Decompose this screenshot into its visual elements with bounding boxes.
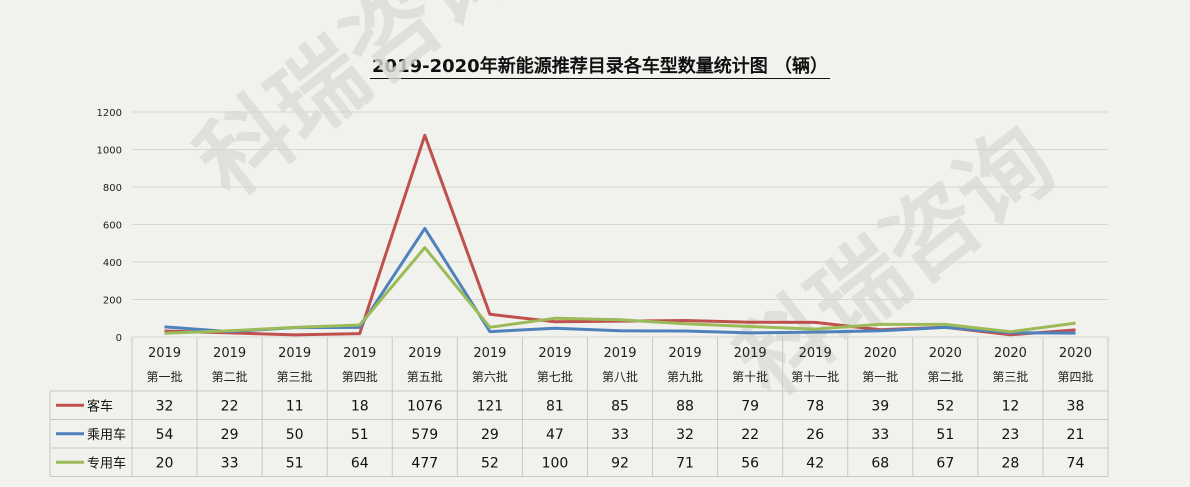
series-line [164,246,1076,335]
x-tick-batch: 第十一批 [791,369,839,384]
table-cell-value: 33 [611,427,629,443]
table-cell-value: 39 [871,398,889,414]
x-tick-batch: 第四批 [342,369,378,384]
table-cell-value: 121 [476,398,503,414]
series-lines [164,133,1076,337]
x-tick-batch: 第七批 [537,369,573,384]
table-cell-value: 579 [411,427,438,443]
x-tick-year: 2019 [799,346,832,361]
table-cell-value: 78 [806,398,824,414]
series-name: 客车 [87,398,113,414]
table-cell-value: 64 [351,455,369,471]
table-cell-value: 20 [156,455,174,471]
y-tick-label: 200 [103,296,122,307]
table-cell-value: 12 [1001,398,1019,414]
x-tick-batch: 第六批 [472,369,508,384]
series-name: 专用车 [87,455,126,471]
x-tick-batch: 第三批 [992,369,1028,384]
x-tick-year: 2019 [473,346,506,361]
y-tick-label: 1200 [97,108,122,119]
y-tick-label: 400 [103,258,122,269]
watermark-text: 科瑞咨询 [178,0,534,217]
table-cell-value: 52 [936,398,954,414]
table-cell-value: 51 [936,427,954,443]
x-tick-year: 2019 [408,346,441,361]
table-cell-value: 56 [741,455,759,471]
table-cell-value: 50 [286,427,304,443]
x-tick-year: 2019 [343,346,376,361]
x-tick-year: 2019 [538,346,571,361]
x-tick-batch: 第一批 [862,369,898,384]
table-cell-value: 52 [481,455,499,471]
x-tick-year: 2019 [278,346,311,361]
table-cell-value: 51 [286,455,304,471]
table-cell-value: 18 [351,398,369,414]
table-cell-value: 67 [936,455,954,471]
table-cell-value: 32 [156,398,174,414]
table-cell-value: 81 [546,398,564,414]
series-name: 乘用车 [87,427,126,443]
table-cell-value: 33 [221,455,239,471]
x-tick-batch: 第四批 [1057,369,1093,384]
table-cell-value: 29 [481,427,499,443]
data-table: 2019 第一批 2019 第二批 2019 第三批 2019 第四批 2019 第五批 2019 第… [49,337,1109,477]
y-tick-label: 800 [103,183,122,194]
x-tick-year: 2020 [929,346,962,361]
table-cell-value: 477 [411,455,438,471]
x-tick-batch: 第九批 [667,369,703,384]
x-tick-year: 2019 [213,346,246,361]
x-tick-year: 2019 [148,346,181,361]
x-tick-year: 2019 [734,346,767,361]
y-tick-label: 600 [103,221,122,232]
table-cell-value: 71 [676,455,694,471]
table-cell-value: 21 [1067,427,1085,443]
table-cell-value: 79 [741,398,759,414]
table-cell-value: 100 [542,455,569,471]
x-tick-batch: 第五批 [407,369,443,384]
table-cell-value: 68 [871,455,889,471]
y-axis: 0 200 400 600 800 1000 1200 [97,108,122,344]
table-cell-value: 33 [871,427,889,443]
table-cell-value: 38 [1067,398,1085,414]
table-cell-value: 42 [806,455,824,471]
table-cell-value: 85 [611,398,629,414]
chart-title: 2019-2020年新能源推荐目录各车型数量统计图 （辆） [0,52,1190,79]
table-cell-value: 88 [676,398,694,414]
table-cell-value: 74 [1067,455,1085,471]
x-tick-batch: 第二批 [212,369,248,384]
table-cell-value: 51 [351,427,369,443]
table-cell-value: 54 [156,427,174,443]
x-tick-year: 2020 [994,346,1027,361]
table-cell-value: 22 [221,398,239,414]
x-tick-batch: 第一批 [147,369,183,384]
table-cell-value: 11 [286,398,304,414]
table-cell-value: 29 [221,427,239,443]
x-tick-year: 2020 [864,346,897,361]
table-cell-value: 47 [546,427,564,443]
table-cell-value: 23 [1001,427,1019,443]
x-tick-year: 2019 [603,346,636,361]
table-cell-value: 32 [676,427,694,443]
table-cell-value: 92 [611,455,629,471]
table-cell-value: 1076 [407,398,443,414]
table-cell-value: 22 [741,427,759,443]
x-tick-year: 2019 [669,346,702,361]
gridlines [132,111,1108,338]
x-tick-batch: 第三批 [277,369,313,384]
x-tick-batch: 第八批 [602,369,638,384]
chart-title-text: 2019-2020年新能源推荐目录各车型数量统计图 （辆） [370,56,830,79]
x-tick-batch: 第十批 [732,369,768,384]
y-tick-label: 0 [116,333,122,344]
table-cell-value: 26 [806,427,824,443]
x-tick-year: 2020 [1059,346,1092,361]
x-tick-batch: 第二批 [927,369,963,384]
table-cell-value: 28 [1001,455,1019,471]
y-tick-label: 1000 [97,146,122,157]
